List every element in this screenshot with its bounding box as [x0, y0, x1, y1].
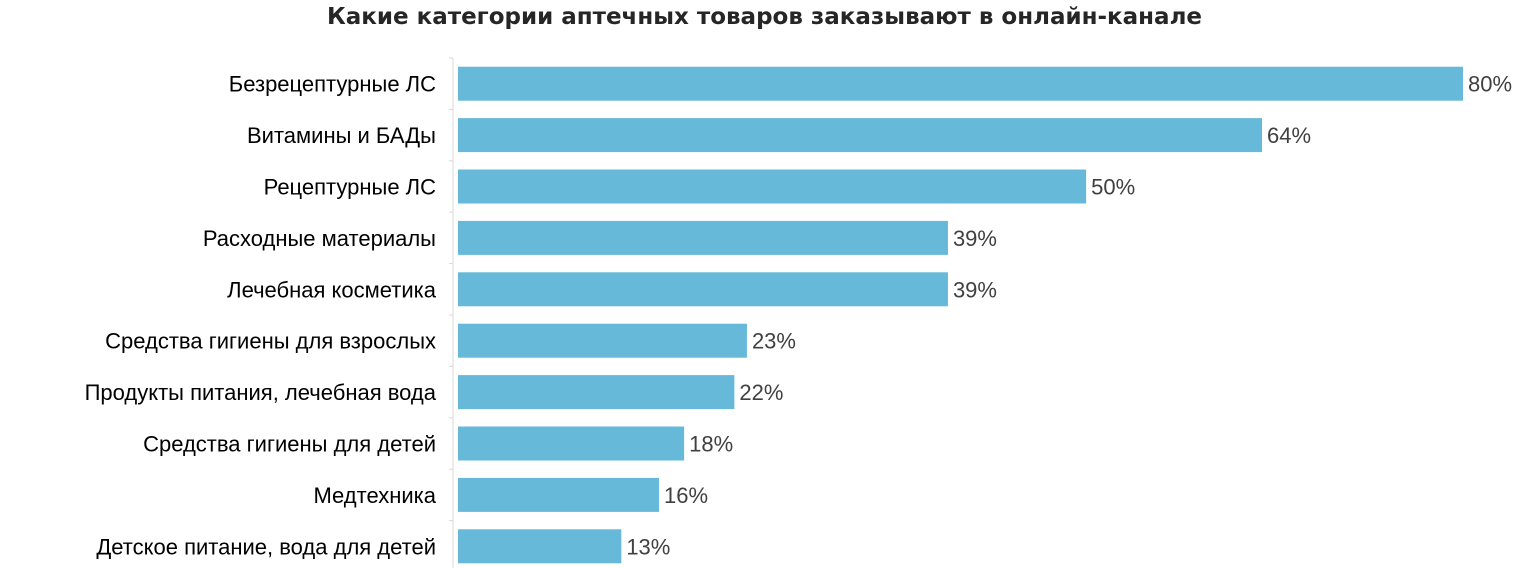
- bar: [458, 66, 1463, 101]
- category-label: Средства гигиены для детей: [143, 432, 436, 457]
- chart-title: Какие категории аптечных товаров заказыв…: [326, 4, 1203, 30]
- data-label: 23%: [752, 329, 796, 354]
- category-label: Медтехника: [313, 483, 436, 508]
- category-label: Рецептурные ЛС: [264, 175, 437, 200]
- category-label: Продукты питания, лечебная вода: [85, 380, 437, 405]
- data-label: 50%: [1091, 175, 1135, 200]
- bar: [458, 477, 659, 512]
- category-label: Витамины и БАДы: [247, 123, 436, 148]
- data-label: 16%: [664, 483, 708, 508]
- bar: [458, 118, 1262, 153]
- data-label: 18%: [689, 432, 733, 457]
- bar: [458, 375, 735, 410]
- bar: [458, 169, 1087, 204]
- category-label: Лечебная косметика: [227, 277, 437, 302]
- category-label: Расходные материалы: [203, 226, 436, 251]
- bar: [458, 272, 948, 307]
- data-label: 39%: [953, 226, 997, 251]
- bar: [458, 529, 622, 564]
- data-label: 22%: [739, 380, 783, 405]
- bar: [458, 426, 685, 461]
- bar: [458, 323, 747, 358]
- category-label: Безрецептурные ЛС: [229, 72, 436, 97]
- bar: [458, 220, 948, 255]
- data-label: 80%: [1468, 72, 1512, 97]
- data-label: 64%: [1267, 123, 1311, 148]
- data-label: 13%: [626, 534, 670, 559]
- category-label: Средства гигиены для взрослых: [105, 329, 436, 354]
- data-label: 39%: [953, 277, 997, 302]
- category-label: Детское питание, вода для детей: [96, 534, 436, 559]
